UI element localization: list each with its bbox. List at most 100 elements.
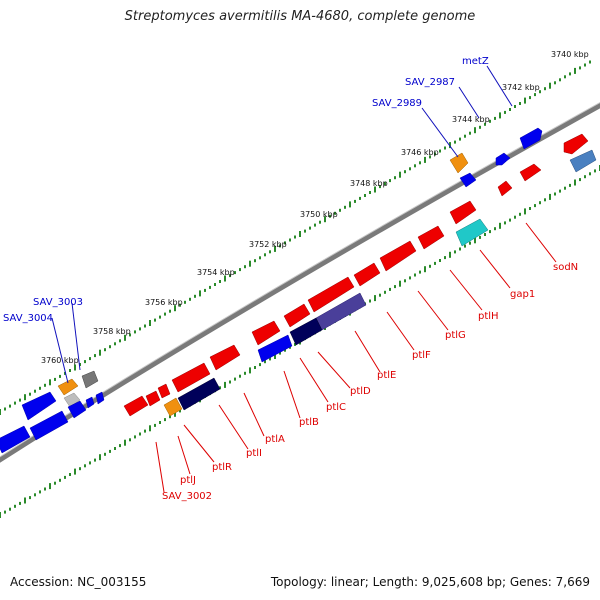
scale-tick bbox=[219, 386, 221, 390]
scale-tick bbox=[454, 250, 456, 254]
scale-tick bbox=[384, 182, 386, 186]
scale-tick bbox=[499, 112, 501, 119]
label-SAV_2989[interactable]: SAV_2989 bbox=[372, 98, 422, 109]
gene-ptlF[interactable] bbox=[353, 262, 381, 287]
scale-tick bbox=[489, 119, 491, 123]
gene-ptlB[interactable] bbox=[289, 317, 323, 346]
scale-tick bbox=[534, 204, 536, 208]
gene-blue-left-c[interactable] bbox=[85, 396, 95, 409]
scale-tick bbox=[144, 429, 146, 433]
scale-tick bbox=[269, 250, 271, 254]
label-ptlE[interactable]: ptlE bbox=[377, 370, 396, 381]
gene-SAV_3004[interactable] bbox=[81, 370, 99, 389]
gene-sodN[interactable] bbox=[449, 200, 477, 225]
gene-red-left-b[interactable] bbox=[145, 390, 161, 407]
gene-blue-left-d[interactable] bbox=[95, 391, 105, 405]
scale-label-3744: 3744 kbp bbox=[452, 115, 490, 124]
label-SAV_3004[interactable]: SAV_3004 bbox=[3, 313, 53, 324]
scale-tick bbox=[54, 377, 56, 381]
scale-tick bbox=[104, 348, 106, 352]
scale-tick bbox=[59, 374, 61, 378]
label-ptlG[interactable]: ptlG bbox=[445, 330, 466, 341]
gene-blue-small-a[interactable] bbox=[459, 172, 477, 188]
label-ptlF[interactable]: ptlF bbox=[412, 350, 431, 361]
gene-red-far-right[interactable] bbox=[563, 133, 589, 155]
scale-tick bbox=[569, 183, 571, 187]
scale-tick bbox=[214, 283, 216, 286]
gene-blue-left-b[interactable] bbox=[67, 400, 87, 419]
label-ptlD[interactable]: ptlD bbox=[350, 386, 371, 397]
gene-ptlJ[interactable] bbox=[177, 377, 221, 411]
scale-tick bbox=[279, 244, 281, 248]
scale-tick bbox=[59, 478, 61, 482]
label-ptlC[interactable]: ptlC bbox=[326, 402, 346, 413]
scale-tick bbox=[244, 265, 246, 269]
gene-SAV_2987[interactable] bbox=[495, 152, 511, 166]
gene-red-mid-a[interactable] bbox=[251, 320, 281, 346]
scale-label-3750: 3750 kbp bbox=[300, 210, 338, 219]
scale-tick bbox=[419, 161, 421, 165]
gene-steel-far-right[interactable] bbox=[569, 149, 597, 173]
scale-label-3748: 3748 kbp bbox=[350, 179, 388, 188]
scale-tick bbox=[324, 216, 326, 223]
gene-blue-low-a[interactable] bbox=[29, 410, 69, 441]
scale-tick bbox=[429, 264, 431, 268]
scale-tick bbox=[9, 507, 11, 511]
gene-ptlE[interactable] bbox=[307, 276, 355, 313]
gene-gap1[interactable] bbox=[455, 218, 489, 247]
scale-tick bbox=[249, 260, 251, 267]
label-ptlA[interactable]: ptlA bbox=[265, 434, 285, 445]
label-gap1[interactable]: gap1 bbox=[510, 289, 535, 300]
scale-tick bbox=[554, 192, 556, 196]
gene-red-right-a[interactable] bbox=[519, 163, 542, 182]
gene-ptlD[interactable] bbox=[283, 303, 311, 328]
scale-tick bbox=[269, 357, 271, 361]
scale-tick bbox=[469, 131, 471, 135]
scale-tick bbox=[549, 82, 551, 89]
label-ptlB[interactable]: ptlB bbox=[299, 417, 319, 428]
scale-tick bbox=[219, 280, 221, 283]
label-ptlI[interactable]: ptlI bbox=[246, 448, 262, 459]
scale-tick bbox=[589, 172, 591, 176]
scale-tick bbox=[194, 294, 196, 298]
gene-red-right-b[interactable] bbox=[497, 180, 513, 197]
label-SAV_3002[interactable]: SAV_3002 bbox=[162, 491, 212, 502]
gene-SAV_2989[interactable] bbox=[449, 152, 469, 174]
scale-tick bbox=[24, 497, 26, 504]
scale-tick bbox=[209, 285, 211, 289]
scale-tick bbox=[519, 212, 521, 216]
gene-blue-left-a[interactable] bbox=[21, 391, 57, 421]
scale-tick bbox=[239, 374, 241, 378]
scale-tick bbox=[424, 266, 426, 273]
gene-red-left-c[interactable] bbox=[157, 383, 171, 399]
scale-tick bbox=[309, 226, 311, 230]
scale-tick bbox=[164, 312, 166, 316]
genome-backbone bbox=[0, 102, 600, 463]
label-ptlH[interactable]: ptlH bbox=[478, 311, 499, 322]
gene-red-left-a[interactable] bbox=[123, 395, 149, 417]
gene-metZ[interactable] bbox=[519, 127, 543, 150]
gene-ptlI[interactable] bbox=[209, 344, 241, 371]
scale-tick bbox=[164, 418, 166, 422]
scale-tick bbox=[109, 345, 111, 349]
scale-tick bbox=[564, 75, 566, 79]
gene-ptlG[interactable] bbox=[379, 240, 417, 272]
label-ptlR[interactable]: ptlR bbox=[212, 462, 232, 473]
scale-tick bbox=[169, 415, 171, 419]
label-SAV_3003[interactable]: SAV_3003 bbox=[33, 297, 83, 308]
scale-tick bbox=[564, 186, 566, 190]
label-SAV_2987[interactable]: SAV_2987 bbox=[405, 77, 455, 88]
label-ptlJ[interactable]: ptlJ bbox=[180, 475, 196, 486]
scale-tick bbox=[559, 189, 561, 193]
gene-gray-small[interactable] bbox=[63, 392, 81, 408]
gene-SAV_3002[interactable] bbox=[163, 397, 183, 417]
gene-blue-low-b[interactable] bbox=[0, 425, 31, 454]
scale-tick bbox=[559, 78, 561, 82]
label-metZ[interactable]: metZ bbox=[462, 56, 489, 67]
scale-tick bbox=[509, 218, 511, 222]
gene-ptlH[interactable] bbox=[417, 225, 445, 250]
scale-tick bbox=[314, 223, 316, 227]
label-sodN[interactable]: sodN bbox=[553, 262, 578, 273]
gene-ptlA[interactable] bbox=[257, 334, 293, 363]
gene-ptlR[interactable] bbox=[171, 362, 211, 393]
